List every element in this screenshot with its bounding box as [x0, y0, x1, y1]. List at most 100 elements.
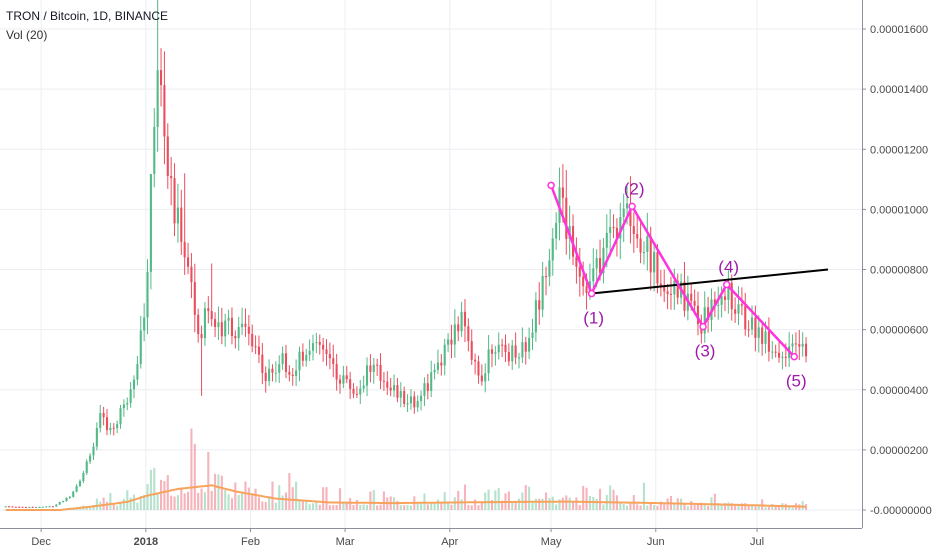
- volume-bar: [538, 498, 541, 510]
- candle-body: [18, 506, 21, 508]
- volume-bar: [517, 498, 521, 510]
- pattern-point: [547, 181, 555, 190]
- volume-bar: [379, 504, 382, 510]
- candle-body: [301, 351, 304, 361]
- candle-body: [693, 300, 696, 306]
- volume-bar: [163, 481, 166, 510]
- candle-body: [58, 502, 61, 505]
- candle-body: [676, 280, 679, 298]
- candle-body: [55, 504, 58, 507]
- candle-body: [369, 365, 372, 372]
- volume-bar: [487, 489, 490, 510]
- volume-bar: [696, 503, 700, 510]
- volume-bar: [528, 486, 531, 510]
- candle-body: [264, 372, 267, 382]
- volume-bar: [501, 500, 504, 510]
- volume-bar: [686, 506, 689, 510]
- volume-bar: [349, 498, 352, 510]
- volume-bar: [176, 495, 179, 510]
- symbol-legend[interactable]: TRON / Bitcoin, 1D, BINANCE: [6, 9, 169, 23]
- candle-body: [430, 372, 433, 391]
- volume-bar: [409, 505, 412, 510]
- volume-bar: [774, 505, 777, 510]
- candle-body: [703, 307, 706, 334]
- trendline-segment: [591, 268, 829, 295]
- volume-bar: [180, 487, 183, 510]
- candle-body: [460, 311, 463, 332]
- candle-body: [284, 353, 288, 372]
- candle-body: [345, 375, 348, 380]
- volume-bar: [217, 474, 220, 510]
- candle-body: [379, 364, 382, 381]
- volume-bar: [365, 504, 369, 510]
- candle-body: [116, 424, 119, 429]
- candle-body: [298, 351, 301, 371]
- candle-body: [396, 385, 399, 398]
- volume-bar: [200, 488, 203, 510]
- candle-body: [538, 300, 541, 310]
- candle-body: [136, 363, 139, 380]
- candle-body: [126, 402, 129, 405]
- volume-bar: [261, 501, 264, 510]
- candle-body: [511, 345, 514, 362]
- time-axis[interactable]: Dec 2018 Feb Mar Apr May Jun Jul: [0, 528, 862, 550]
- volume-bar: [143, 495, 146, 510]
- volume-legend[interactable]: Vol (20): [6, 28, 48, 42]
- volume-bar: [571, 501, 575, 510]
- candle-body: [24, 506, 27, 508]
- candle-body: [322, 344, 325, 350]
- volume-bar: [524, 485, 527, 510]
- candle-body: [480, 375, 483, 382]
- volume-bar: [369, 491, 372, 510]
- volume-bar: [362, 504, 365, 510]
- candle-body: [484, 373, 487, 382]
- candle-body: [173, 178, 176, 224]
- candle-body: [139, 330, 142, 364]
- pattern-point: [699, 322, 707, 331]
- volume-bar: [788, 505, 791, 510]
- volume-bar: [274, 502, 277, 510]
- volume-bar: [406, 504, 409, 510]
- volume-bar: [159, 479, 163, 510]
- candle-body: [254, 346, 257, 348]
- volume-bar: [673, 502, 676, 510]
- volume-bar: [382, 491, 385, 510]
- candle-body: [666, 291, 669, 295]
- pattern-label: (2): [624, 179, 645, 198]
- volume-bar: [457, 490, 460, 510]
- candle-body: [230, 317, 233, 337]
- volume-bar: [626, 505, 629, 510]
- candle-body: [207, 308, 210, 312]
- candle-body: [551, 238, 554, 261]
- candle-body: [612, 227, 615, 229]
- candle-body: [761, 327, 764, 344]
- volume-bar: [511, 502, 514, 510]
- volume-bar: [335, 504, 338, 510]
- price-axis[interactable]: 0.00001600 0.00001400 0.00001200 0.00001000…: [862, 0, 932, 550]
- price-tick-label: -0.00000000: [870, 505, 932, 517]
- candle-body: [163, 85, 166, 137]
- candle-body: [342, 375, 345, 384]
- volume-bar: [318, 504, 321, 510]
- volume-bar: [338, 488, 342, 510]
- volume-bar: [166, 475, 169, 510]
- candle-body: [237, 327, 240, 339]
- pattern-point: [628, 202, 636, 211]
- candle-body: [754, 317, 757, 338]
- volume-bar: [734, 504, 737, 510]
- volume-bar: [480, 501, 483, 510]
- volume-bar: [308, 504, 311, 510]
- volume-bar: [507, 491, 510, 510]
- candle-body: [119, 408, 122, 425]
- pattern-label: (1): [583, 309, 604, 328]
- time-tick-label: May: [541, 536, 562, 548]
- volume-bar: [602, 504, 605, 510]
- candle-body: [707, 307, 710, 320]
- candle-body: [467, 326, 470, 342]
- volume-bar: [747, 505, 750, 510]
- neckline-trendline[interactable]: [591, 268, 829, 295]
- candle-body: [605, 232, 608, 248]
- candle-body: [629, 203, 632, 227]
- wave-pattern-drawing[interactable]: (1) (2) (3) (4) (5): [547, 179, 807, 391]
